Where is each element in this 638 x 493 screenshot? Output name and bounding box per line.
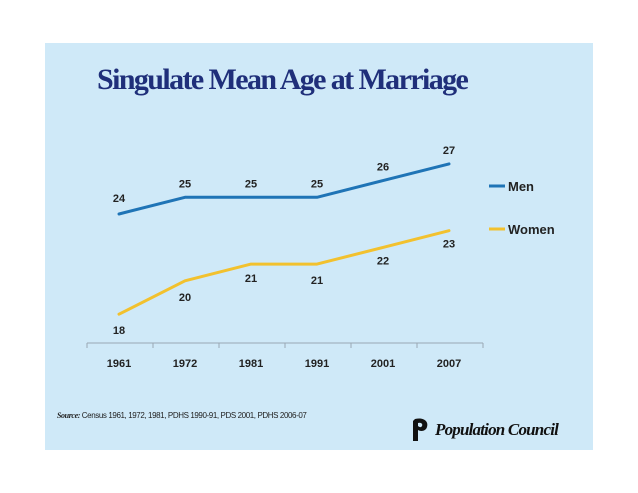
logo-text: Population Council — [435, 420, 559, 439]
x-tick-label: 2001 — [371, 358, 395, 370]
legend-label-women: Women — [508, 222, 555, 237]
x-tick-label: 1961 — [107, 358, 131, 370]
legend-label-men: Men — [508, 179, 534, 194]
chart-title: Singulate Mean Age at Marriage — [97, 63, 469, 96]
data-label-women: 21 — [245, 273, 257, 285]
data-label-women: 21 — [311, 275, 323, 287]
population-council-logo: Population Council — [409, 417, 559, 443]
data-label-men: 27 — [443, 145, 455, 157]
source-note: Source: Census 1961, 1972, 1981, PDHS 19… — [57, 411, 307, 420]
data-label-women: 22 — [377, 255, 389, 267]
x-tick-label: 1972 — [173, 358, 197, 370]
data-label-men: 25 — [245, 178, 257, 190]
series-line-women — [117, 229, 451, 316]
source-text: Census 1961, 1972, 1981, PDHS 1990-91, P… — [79, 411, 307, 420]
x-tick-label: 1981 — [239, 358, 263, 370]
line-chart: 1961 1972 1981 1991 2001 2007 24 25 25 25 26 27 18 2… — [86, 145, 555, 370]
data-label-women: 20 — [179, 292, 191, 304]
logo-mark-icon — [413, 418, 428, 441]
series-line-men — [117, 162, 451, 216]
source-label: Source: — [57, 411, 80, 420]
data-label-men: 24 — [113, 193, 126, 205]
data-label-men: 25 — [311, 178, 323, 190]
data-label-women: 18 — [113, 325, 125, 337]
x-tick-label: 1991 — [305, 358, 329, 370]
data-label-men: 26 — [377, 162, 389, 174]
data-label-men: 25 — [179, 178, 191, 190]
x-tick-label: 2007 — [437, 358, 461, 370]
slide: Singulate Mean Age at Marriage 1961 1972 1… — [45, 43, 593, 450]
data-label-women: 23 — [443, 239, 455, 251]
